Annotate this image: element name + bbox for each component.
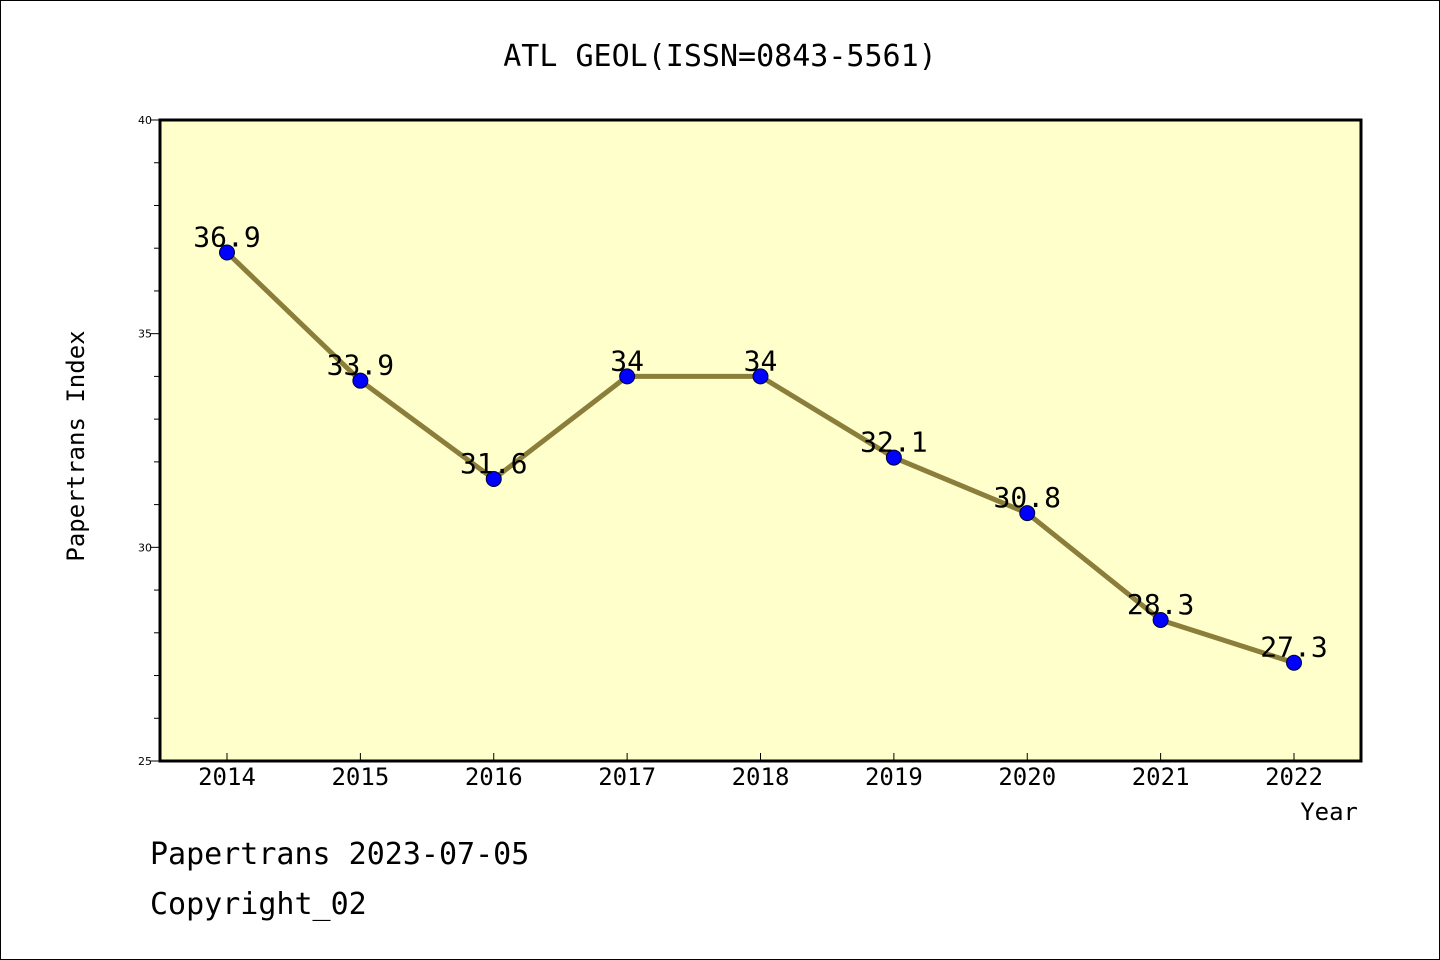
data-point [752,368,769,385]
data-label: 34 [610,344,644,377]
data-point [485,470,502,487]
data-label: 32.1 [860,426,927,459]
x-tick-label: 2015 [331,763,389,791]
x-tick-label: 2014 [198,763,256,791]
x-tick-label: 2017 [598,763,656,791]
x-tick-label: 2021 [1132,763,1190,791]
x-tick-label: 2019 [865,763,923,791]
footer-copyright-text: Copyright_02 [150,887,367,922]
data-point [352,372,369,389]
data-point [1152,611,1169,628]
data-label: 34 [744,344,778,377]
y-tick-label: 35 [138,328,152,341]
data-label: 28.3 [1127,588,1194,621]
data-label: 31.6 [460,447,527,480]
x-tick-label: 2022 [1265,763,1323,791]
y-axis: 25 30 35 40 [138,114,160,768]
plot-area [158,118,1363,763]
data-series: 36.9 33.9 31.6 34 34 32.1 30.8 28.3 27.3 [193,220,1328,671]
x-axis-label: Year [1300,798,1358,826]
y-tick-label: 25 [138,755,152,768]
y-tick-label: 40 [138,114,152,127]
x-tick-label: 2016 [465,763,523,791]
data-point [1286,654,1302,671]
data-label: 33.9 [327,349,394,382]
data-point [219,244,235,261]
footer-date-text: Papertrans 2023-07-05 [150,837,529,872]
x-tick-label: 2020 [998,763,1056,791]
data-label: 30.8 [994,481,1061,514]
x-axis: 2014 2015 2016 2017 2018 2019 2020 2021 2022 [198,753,1323,791]
y-axis-label: Papertrans Index [62,330,90,561]
data-label: 36.9 [193,220,260,253]
y-tick-label: 30 [138,541,152,554]
x-tick-label: 2018 [732,763,790,791]
data-point [619,368,636,385]
chart-title: ATL GEOL(ISSN=0843-5561) [503,39,936,74]
data-point [1019,505,1036,522]
data-label: 27.3 [1260,631,1327,664]
data-point [885,449,902,466]
